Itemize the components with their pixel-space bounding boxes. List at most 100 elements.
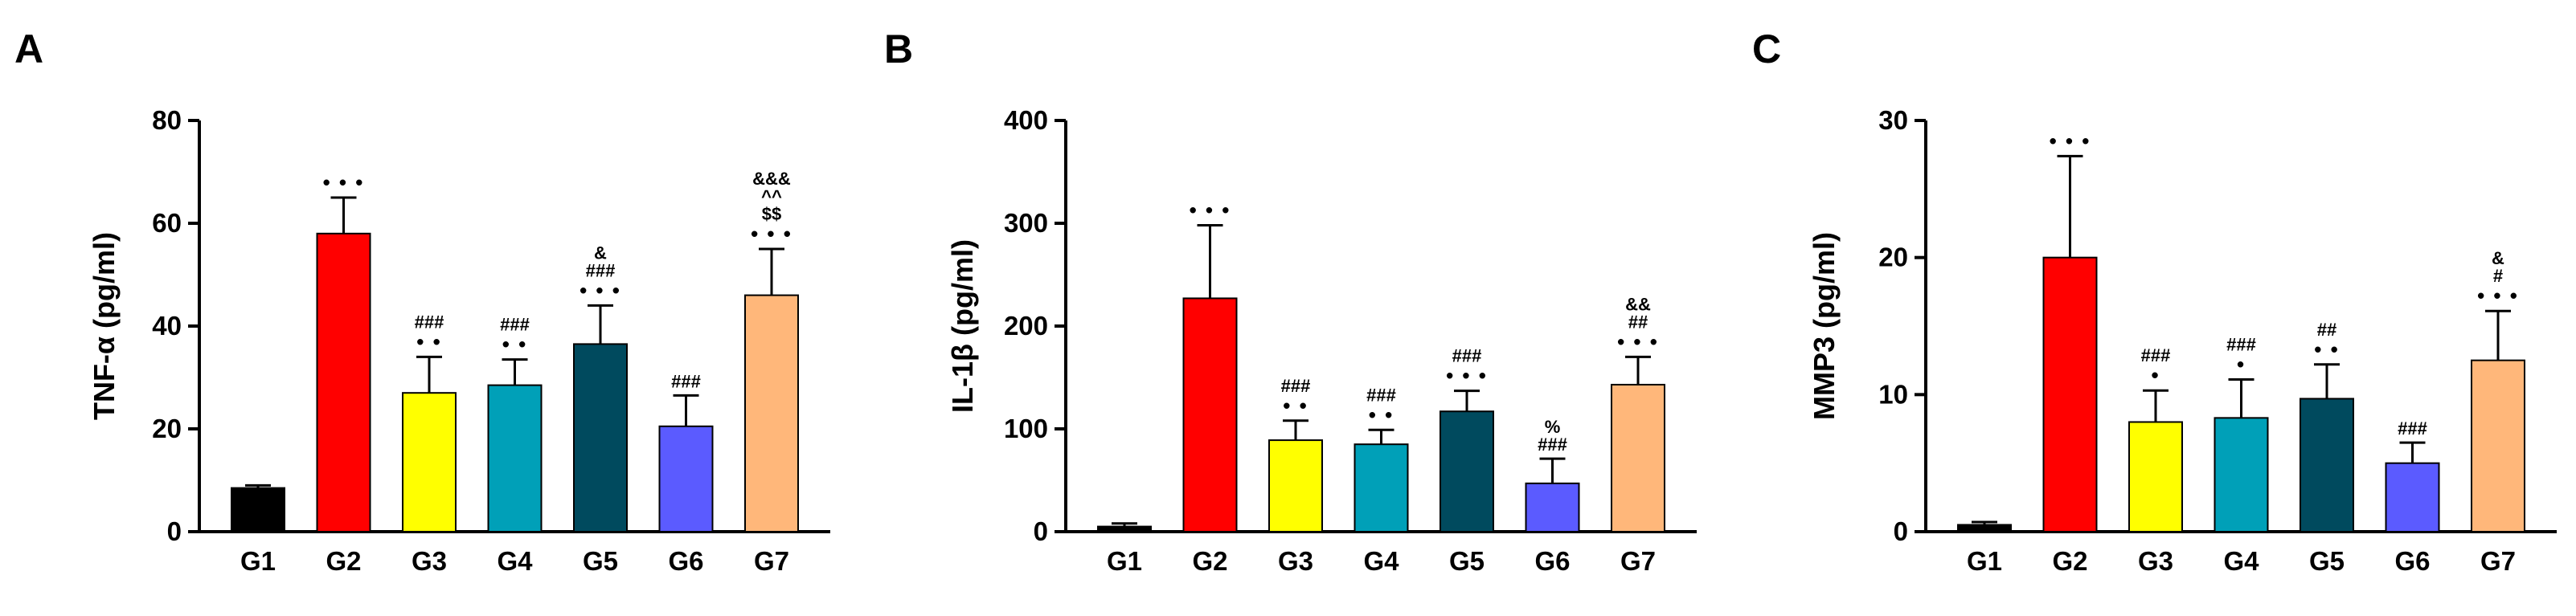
y-axis-label: TNF-α (pg/ml): [88, 232, 121, 420]
significance-label: ^^: [761, 186, 782, 206]
panel-b: B IL-1β (pg/ml) 0 100 200 300 400 G1 G2 • • • G3 • …: [884, 27, 1697, 576]
bar-g1: [1957, 524, 2012, 533]
significance-label: ###: [500, 315, 530, 335]
bar-g3: [402, 392, 457, 533]
bar-g3: [1268, 439, 1323, 533]
significance-label: &&&: [752, 169, 791, 189]
y-tick-label: 10: [1878, 379, 1908, 409]
significance-label: • • •: [2477, 284, 2519, 308]
significance-label: • •: [416, 329, 441, 353]
y-tick-label: 20: [152, 414, 182, 443]
significance-label: • •: [502, 332, 527, 357]
significance-label: • •: [1283, 394, 1308, 418]
bar-g2: [316, 232, 371, 532]
y-tick-label: 100: [1004, 414, 1048, 443]
x-tick-label: G5: [2309, 546, 2345, 576]
significance-label: ###: [1452, 346, 1482, 366]
significance-label: • • •: [579, 278, 621, 302]
y-tick-label: 400: [1004, 105, 1048, 135]
significance-label: •: [2237, 353, 2246, 377]
x-tick-label: G4: [497, 546, 533, 576]
x-tick-label: G7: [1620, 546, 1656, 576]
bar-g7: [2471, 359, 2525, 532]
significance-label: #: [2493, 266, 2503, 286]
significance-label: ###: [2398, 418, 2427, 439]
bar-g2: [2042, 256, 2098, 532]
significance-label: • •: [2314, 337, 2339, 361]
bar-g5: [1440, 410, 1494, 532]
significance-label: ###: [1366, 385, 1396, 405]
significance-label: &&: [1625, 294, 1651, 314]
significance-label: &: [2492, 248, 2504, 268]
significance-label: •: [2151, 363, 2160, 387]
x-tick-label: G1: [1107, 546, 1142, 576]
bar-g4: [487, 384, 543, 532]
x-tick-label: G1: [1967, 546, 2002, 576]
significance-label: • • •: [751, 222, 792, 246]
bar-g4: [1354, 443, 1409, 533]
y-axis-label: IL-1β (pg/ml): [946, 239, 979, 413]
y-tick-label: 20: [1878, 243, 1908, 272]
x-tick-label: G5: [583, 546, 618, 576]
x-tick-label: G3: [412, 546, 447, 576]
significance-label: • • •: [2050, 129, 2091, 153]
significance-label: • • •: [323, 170, 365, 194]
bar-g6: [658, 425, 714, 532]
x-tick-label: G4: [2223, 546, 2259, 576]
bar-g1: [231, 487, 285, 532]
y-tick-label: 300: [1004, 208, 1048, 238]
x-tick-label: G4: [1363, 546, 1399, 576]
y-tick-label: 200: [1004, 311, 1048, 341]
y-tick-label: 80: [152, 105, 182, 135]
significance-label: • • •: [1190, 198, 1231, 222]
panel-letter: A: [14, 27, 43, 71]
bar-g7: [744, 294, 799, 532]
panel-letter: C: [1752, 27, 1781, 71]
y-tick-label: 40: [152, 311, 182, 341]
y-tick-label: 0: [1894, 516, 1908, 546]
bar-g2: [1182, 297, 1238, 532]
x-tick-label: G7: [754, 546, 789, 576]
x-tick-label: G1: [240, 546, 276, 576]
significance-label: ###: [1538, 434, 1567, 455]
bar-g6: [1525, 482, 1580, 533]
x-tick-label: G6: [1534, 546, 1570, 576]
bar-g6: [2385, 462, 2440, 533]
significance-label: ###: [2141, 345, 2171, 365]
panel-letter: B: [884, 27, 913, 71]
x-tick-label: G5: [1449, 546, 1485, 576]
y-axis-label: MMP3 (pg/ml): [1808, 232, 1841, 420]
y-tick-label: 30: [1878, 105, 1908, 135]
x-tick-label: G3: [2138, 546, 2173, 576]
significance-label: ###: [415, 312, 444, 332]
significance-label: ##: [2317, 320, 2336, 340]
x-tick-label: G6: [668, 546, 703, 576]
x-tick-label: G2: [326, 546, 361, 576]
bar-g1: [1097, 525, 1152, 532]
significance-label: ###: [1281, 376, 1311, 396]
y-tick-label: 0: [1034, 516, 1048, 546]
x-tick-label: G7: [2480, 546, 2516, 576]
y-tick-label: 60: [152, 208, 182, 238]
significance-label: $$: [762, 204, 781, 224]
bar-g4: [2214, 417, 2269, 533]
bar-g5: [2300, 398, 2354, 532]
y-tick-label: 0: [167, 516, 182, 546]
significance-label: &: [594, 243, 607, 263]
bar-g5: [573, 343, 628, 532]
significance-label: ##: [1628, 312, 1648, 332]
x-tick-label: G6: [2394, 546, 2430, 576]
x-tick-label: G3: [1278, 546, 1313, 576]
significance-label: ###: [671, 371, 701, 391]
significance-label: • • •: [1617, 329, 1659, 353]
x-tick-label: G2: [1192, 546, 1227, 576]
x-tick-label: G2: [2052, 546, 2087, 576]
bar-g3: [2128, 421, 2183, 533]
significance-label: ###: [2226, 335, 2256, 355]
significance-label: %: [1545, 417, 1561, 437]
significance-label: ###: [586, 260, 616, 280]
significance-label: • • •: [1446, 364, 1488, 388]
bar-g7: [1611, 383, 1665, 532]
